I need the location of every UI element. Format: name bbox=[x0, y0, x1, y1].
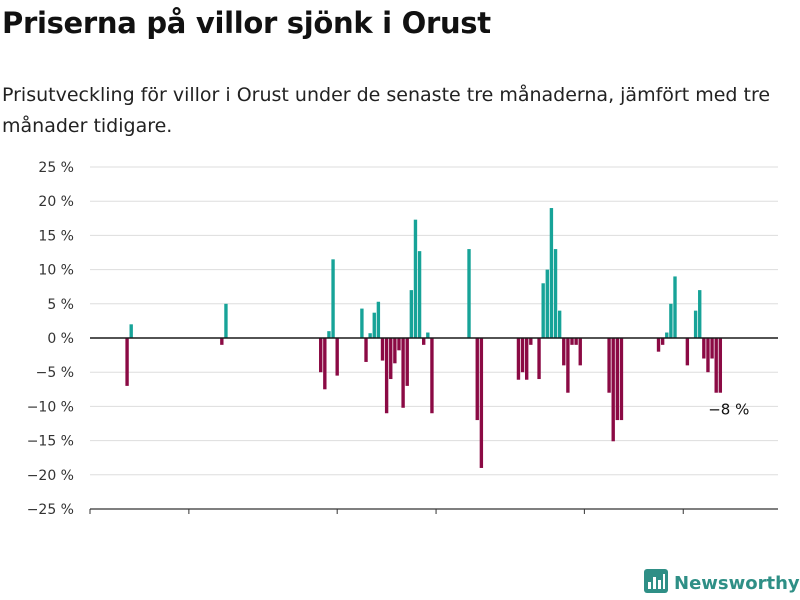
y-tick-label: −10 % bbox=[27, 399, 74, 415]
tick-labels: 25 % 20 % 15 % 10 % 5 % 0 % −5 % −10 % −15 % −20 … bbox=[27, 160, 750, 518]
y-tick-label: 15 % bbox=[38, 228, 74, 244]
newsworthy-brand[interactable]: Newsworthy bbox=[644, 568, 800, 598]
bar bbox=[467, 249, 471, 338]
bar bbox=[660, 338, 665, 345]
bar bbox=[430, 338, 434, 414]
y-tick-label: −20 % bbox=[27, 468, 74, 484]
bar bbox=[656, 338, 661, 352]
bar bbox=[224, 303, 228, 338]
bar bbox=[393, 338, 397, 364]
bar bbox=[413, 219, 418, 338]
bar bbox=[578, 338, 582, 366]
bar bbox=[698, 290, 702, 338]
bar bbox=[323, 338, 327, 390]
bar bbox=[376, 301, 381, 338]
y-tick-label: −25 % bbox=[27, 502, 74, 518]
bar bbox=[525, 338, 529, 380]
bar bbox=[673, 276, 677, 338]
bar bbox=[380, 338, 385, 361]
bar bbox=[409, 290, 414, 338]
bar bbox=[331, 259, 335, 338]
bar bbox=[557, 310, 562, 338]
bar bbox=[384, 338, 389, 414]
bar bbox=[541, 283, 545, 338]
bar bbox=[611, 338, 615, 442]
bar bbox=[706, 338, 710, 373]
bar bbox=[335, 338, 339, 376]
bar bbox=[545, 269, 549, 338]
bar bbox=[389, 338, 393, 380]
brand-name: Newsworthy bbox=[674, 572, 800, 594]
bar bbox=[475, 338, 479, 421]
bar bbox=[669, 303, 673, 338]
bar bbox=[685, 338, 690, 366]
bar bbox=[537, 338, 541, 380]
bar bbox=[718, 338, 723, 393]
bar bbox=[125, 338, 129, 386]
y-tick-label: 10 % bbox=[38, 263, 74, 279]
bar bbox=[665, 332, 669, 338]
bar bbox=[520, 338, 525, 373]
bar bbox=[702, 338, 706, 359]
y-tick-label: 5 % bbox=[47, 297, 74, 313]
chart-title: Priserna på villor sjönk i Orust bbox=[2, 6, 491, 40]
y-tick-label: 20 % bbox=[38, 194, 74, 210]
bar-chart-logo-icon bbox=[644, 569, 668, 597]
bar bbox=[372, 312, 376, 338]
bar bbox=[397, 338, 401, 351]
bar bbox=[714, 338, 718, 393]
y-tick-label: 25 % bbox=[38, 160, 74, 176]
bar bbox=[220, 338, 224, 345]
bar bbox=[516, 338, 521, 380]
bar bbox=[129, 324, 133, 338]
bar-chart: 25 % 20 % 15 % 10 % 5 % 0 % −5 % −10 % −15 % −20 … bbox=[27, 160, 778, 518]
bar bbox=[401, 338, 405, 408]
bar bbox=[360, 308, 364, 338]
bar bbox=[319, 338, 323, 373]
bar bbox=[368, 333, 372, 338]
bar-series bbox=[125, 208, 723, 468]
bar bbox=[607, 338, 611, 393]
bar bbox=[405, 338, 409, 386]
bar bbox=[710, 338, 714, 359]
y-tick-label: −5 % bbox=[36, 365, 74, 381]
bar bbox=[574, 338, 578, 345]
bar bbox=[479, 338, 484, 468]
bar bbox=[693, 310, 698, 338]
axes bbox=[89, 337, 778, 514]
bar bbox=[562, 338, 566, 366]
y-tick-label: 0 % bbox=[47, 331, 74, 347]
last-value-annotation: −8 % bbox=[708, 401, 749, 419]
bar bbox=[549, 208, 554, 338]
chart-subtitle: Prisutveckling för villor i Orust under … bbox=[2, 84, 771, 137]
bar bbox=[619, 338, 624, 421]
bar bbox=[615, 338, 620, 421]
bar bbox=[422, 338, 426, 345]
bar bbox=[529, 338, 533, 345]
bar bbox=[426, 332, 430, 338]
y-tick-label: −15 % bbox=[27, 434, 74, 450]
bar bbox=[566, 338, 570, 393]
bar bbox=[417, 251, 422, 338]
bar bbox=[327, 331, 331, 338]
bar bbox=[570, 338, 574, 345]
bar bbox=[364, 338, 368, 362]
bar bbox=[553, 249, 558, 338]
